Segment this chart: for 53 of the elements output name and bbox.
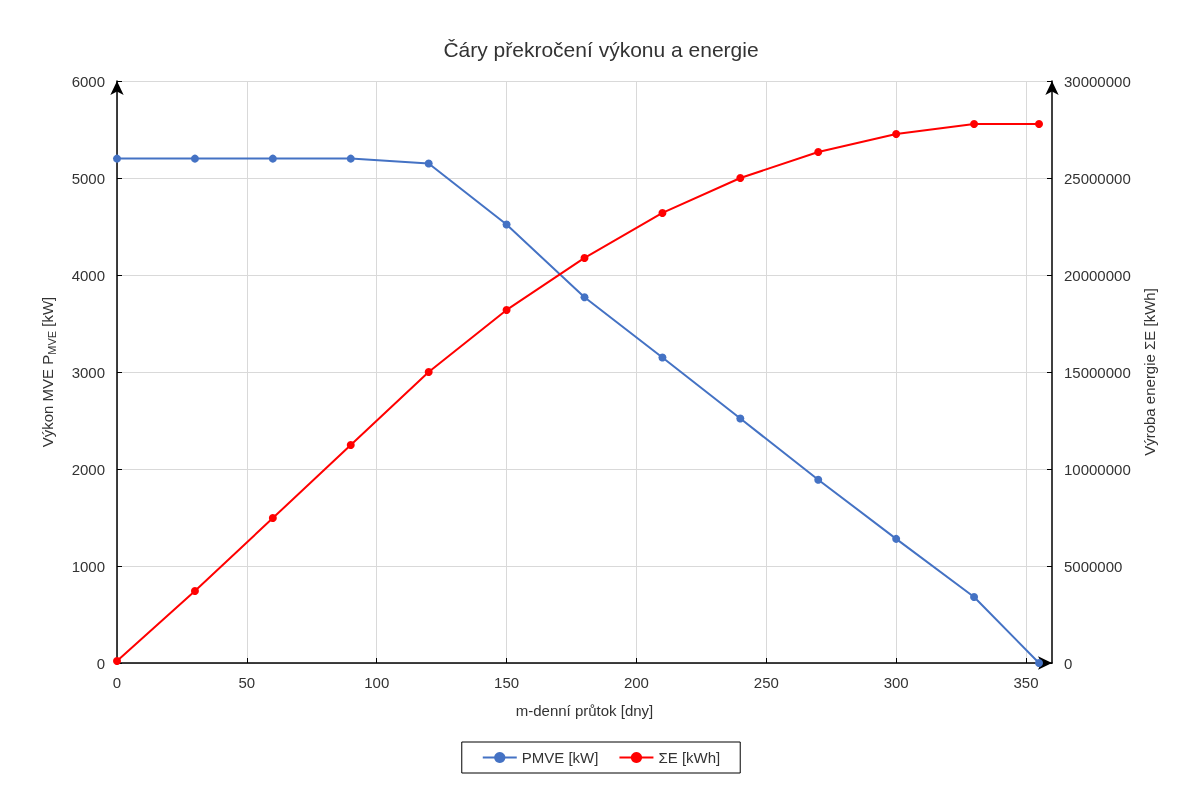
point (346, 154, 355, 163)
x-tick-label: 150 (494, 674, 520, 691)
point (892, 534, 901, 543)
x-tick-label: 250 (753, 674, 779, 691)
y-tick-label: 1000 (71, 557, 105, 575)
y2-tick-label: 10000000 (1064, 460, 1131, 478)
point (658, 353, 667, 362)
y-tick-label: 6000 (71, 72, 105, 90)
x-tick-label: 350 (1013, 674, 1039, 691)
point (814, 475, 823, 484)
point (113, 154, 121, 163)
y-tick-label: 4000 (71, 266, 105, 284)
x-tick-label: 100 (364, 674, 390, 691)
y2-tick-label: 20000000 (1064, 266, 1131, 284)
x-tick-label: 200 (623, 674, 649, 691)
x-tick-label: 300 (883, 674, 909, 691)
legend-label: PMVE [kW] (521, 749, 599, 766)
point (1035, 120, 1044, 129)
y2-axis-title: Výroba energie ΣE [kWh] (1140, 288, 1158, 456)
point (580, 293, 589, 302)
point (424, 368, 433, 376)
point (658, 208, 667, 217)
y2-tick-label: 5000000 (1064, 557, 1123, 575)
point (268, 514, 277, 523)
point (502, 220, 511, 229)
x-axis-title: m-denní průtok [dny] (515, 702, 654, 719)
point (970, 593, 979, 602)
point (580, 253, 589, 262)
y-tick-label: 5000 (71, 169, 105, 187)
point (190, 154, 199, 163)
point (736, 174, 745, 182)
y2-tick-label: 25000000 (1064, 169, 1131, 187)
point (190, 587, 199, 596)
point (1035, 659, 1044, 667)
y-tick-label: 0 (96, 654, 105, 672)
y-axis-title: Výkon MVE PMVE [kW] (39, 296, 58, 448)
y2-tick-label: 0 (1064, 654, 1073, 672)
point (346, 440, 355, 449)
point (502, 305, 511, 314)
x-tick-label: 0 (112, 674, 122, 691)
y2-tick-label: 15000000 (1064, 363, 1131, 381)
x-tick-label: 50 (238, 674, 256, 691)
y-tick-label: 2000 (71, 460, 105, 478)
y-tick-label: 3000 (71, 363, 105, 381)
point (424, 159, 433, 168)
point (268, 154, 277, 163)
point (814, 148, 823, 156)
legend-label: ΣE [kWh] (658, 749, 721, 766)
y2-tick-label: 30000000 (1064, 72, 1131, 90)
point (892, 129, 901, 138)
point (736, 414, 745, 423)
point (970, 120, 979, 129)
chart-title: Čáry překročení výkonu a energie (443, 38, 759, 61)
